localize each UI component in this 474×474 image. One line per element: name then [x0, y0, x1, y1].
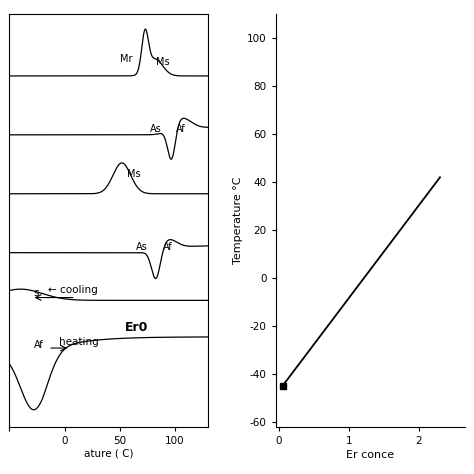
X-axis label: Er conce: Er conce	[346, 450, 394, 460]
Text: ← cooling: ← cooling	[48, 285, 98, 295]
Y-axis label: Temperature °C: Temperature °C	[233, 177, 243, 264]
Text: Af: Af	[34, 340, 43, 350]
Text: Ms: Ms	[128, 169, 141, 179]
Text: Er0: Er0	[125, 320, 148, 334]
Text: Ms: Ms	[156, 57, 170, 67]
Text: As: As	[136, 242, 147, 252]
Text: Mr: Mr	[120, 54, 133, 64]
Text: As: As	[150, 124, 162, 134]
Text: heating: heating	[59, 337, 99, 347]
Text: s: s	[34, 288, 39, 298]
Text: Af: Af	[176, 124, 185, 134]
X-axis label: ature ( C): ature ( C)	[84, 448, 133, 458]
Text: Af: Af	[163, 242, 172, 252]
